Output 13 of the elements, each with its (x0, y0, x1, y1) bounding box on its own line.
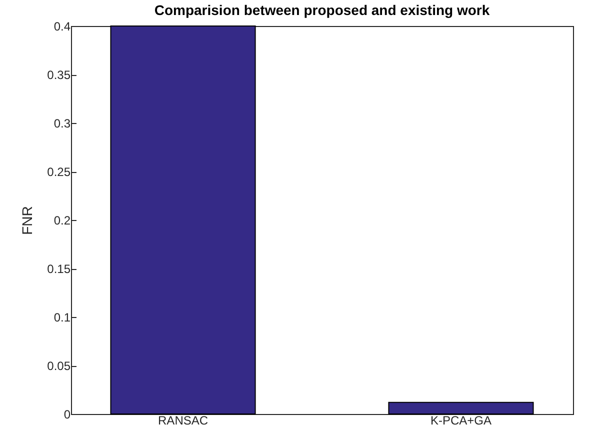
y-tick-label: 0.4 (54, 20, 71, 34)
x-tick-label: RANSAC (158, 414, 208, 428)
y-tick-label: 0.25 (47, 165, 71, 179)
y-tick-label: 0.05 (47, 359, 71, 373)
chart-title: Comparision between proposed and existing work (154, 2, 490, 18)
y-tick-label: 0.3 (54, 116, 71, 130)
y-tick-label: 0.35 (47, 68, 71, 82)
x-tick-label: K-PCA+GA (430, 414, 492, 428)
y-tick-label: 0.2 (54, 214, 71, 228)
y-tick-label: 0.15 (47, 262, 71, 276)
y-tick-label: 0.1 (54, 310, 71, 324)
y-tick-label: 0 (64, 408, 71, 422)
y-axis-title: FNR (19, 206, 36, 235)
